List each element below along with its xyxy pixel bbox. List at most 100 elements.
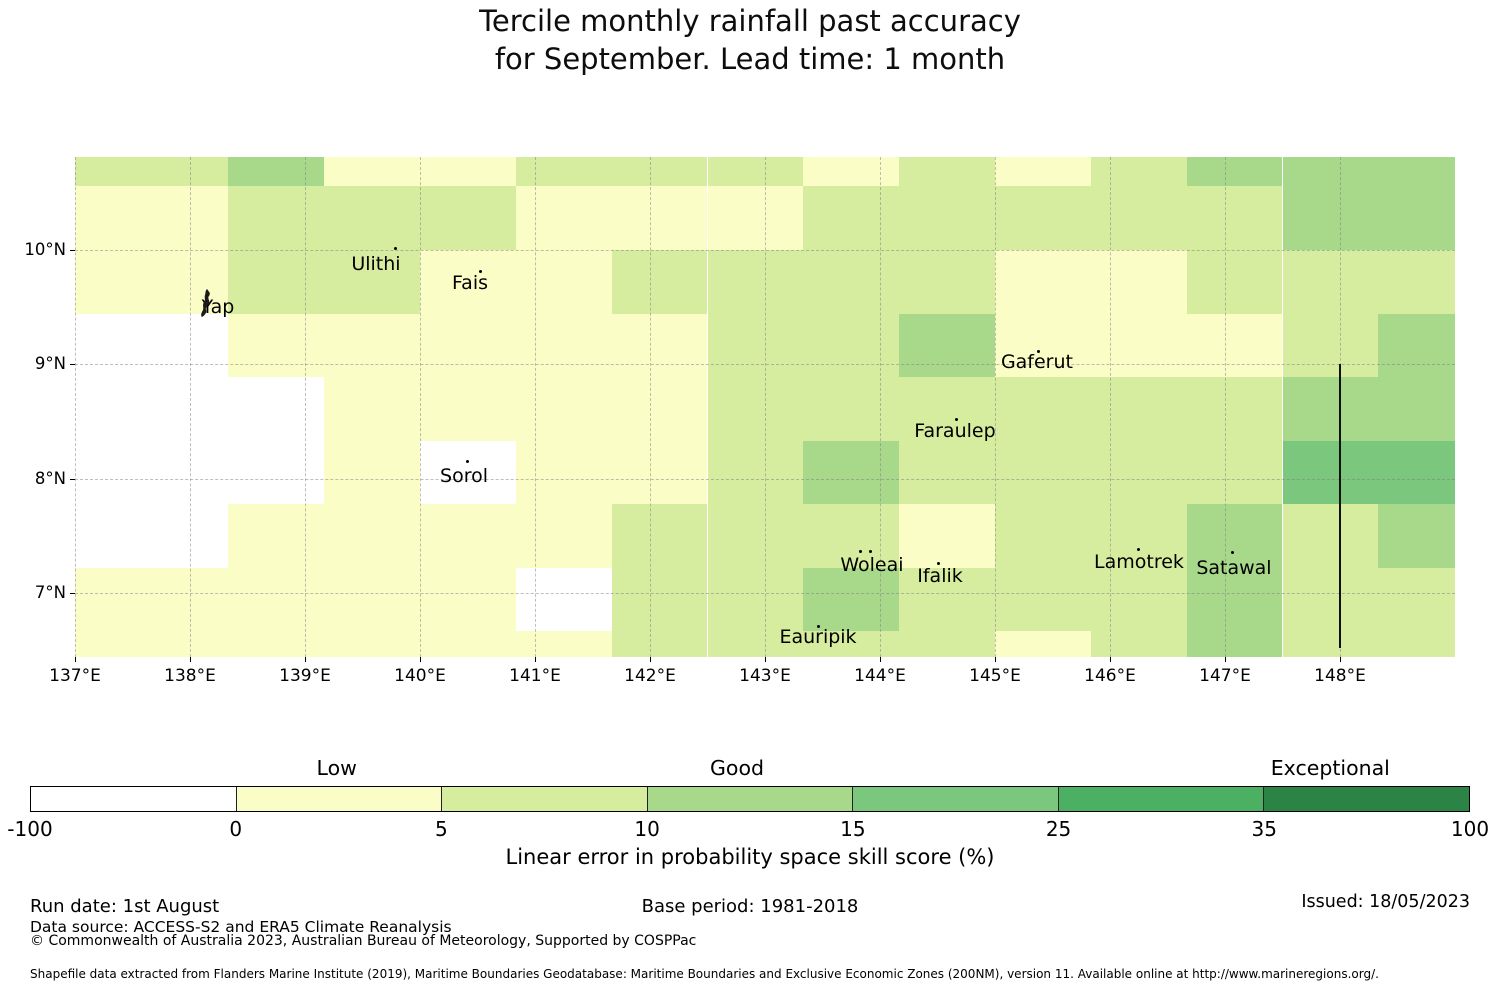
map-cell [420, 567, 516, 632]
map-cell [803, 567, 900, 632]
map-cell [75, 631, 133, 657]
map-cell [899, 440, 995, 505]
map-cell [132, 567, 229, 632]
x-axis-tick [650, 657, 651, 662]
map-cell [1378, 157, 1455, 187]
island-dot-eauripik [816, 624, 820, 628]
latitude-gridline [75, 249, 1455, 251]
x-axis-tick [535, 657, 536, 662]
x-axis-tick-label: 138°E [164, 666, 216, 686]
map-cell [1378, 377, 1455, 441]
island-dot-ifalik [937, 561, 941, 565]
x-axis-tick [1110, 657, 1111, 662]
colorbar: -100 0 5 10 15 25 35 100 Low Good Exceptional [7, 756, 1489, 841]
map-cell [324, 440, 420, 505]
copyright-text: © Commonwealth of Australia 2023, Austra… [30, 933, 697, 949]
map-cell [1282, 631, 1379, 657]
map-cell [995, 313, 1091, 377]
map-cell [899, 567, 995, 632]
map-cell [228, 186, 325, 250]
longitude-gridline [765, 157, 766, 657]
map-cell [324, 504, 420, 568]
x-axis-tick-label: 141°E [509, 666, 561, 686]
map-cell [420, 249, 516, 314]
map-cell [899, 157, 995, 187]
map-cell [324, 567, 420, 632]
map-cell [228, 567, 325, 632]
colorbar-segment [235, 787, 442, 811]
map-cell [1282, 440, 1379, 505]
y-axis-tick [70, 478, 75, 480]
x-axis-tick-label: 147°E [1199, 666, 1251, 686]
island-label-faraulep: Faraulep [914, 419, 996, 442]
map-cell [228, 504, 325, 568]
map-cell [324, 313, 420, 377]
map-cell [1378, 567, 1455, 632]
map-cell [1186, 249, 1283, 314]
colorbar-segment [441, 787, 647, 811]
map-cell [1186, 440, 1283, 505]
map-cell [132, 631, 229, 657]
x-axis-tick [420, 657, 421, 662]
page-subtitle: for September. Lead time: 1 month [494, 42, 1006, 76]
island-dot-ulithi [393, 246, 397, 250]
map-cell [420, 377, 516, 441]
map-cell [995, 631, 1091, 657]
map-cell [515, 504, 612, 568]
map-cell [75, 186, 133, 250]
x-axis-tick [1340, 657, 1341, 662]
x-axis-tick-label: 137°E [49, 666, 101, 686]
island-dot-sorol [465, 460, 469, 464]
map-cell [132, 440, 229, 505]
island-dot-gaferut [1036, 350, 1040, 354]
map-cell [1186, 567, 1283, 632]
map-cell [899, 249, 995, 314]
map-cell [1378, 440, 1455, 505]
island-dot-satawal [1230, 551, 1234, 555]
latitude-gridline [75, 364, 1455, 366]
colorbar-axis-label: Linear error in probability space skill … [505, 845, 995, 869]
map-cell [1090, 377, 1187, 441]
colorbar-tick-label: 10 [634, 817, 660, 841]
map-cell [1282, 313, 1379, 377]
map-cell [515, 157, 612, 187]
longitude-gridline [75, 157, 76, 657]
island-shape-yap [197, 288, 215, 318]
island-dot-fais [478, 269, 482, 273]
colorbar-category-label: Exceptional [1270, 756, 1390, 780]
map-cell [75, 377, 133, 441]
x-axis-tick-label: 139°E [279, 666, 331, 686]
map-cell [707, 157, 804, 187]
map-cell [803, 249, 900, 314]
data-source-text: Data source: ACCESS-S2 and ERA5 Climate … [30, 918, 452, 936]
map-cell [707, 567, 804, 632]
map-cell [995, 567, 1091, 632]
colorbar-segment [1057, 787, 1264, 811]
map-cell [803, 313, 900, 377]
map-cell [1282, 249, 1379, 314]
map-cell [515, 567, 612, 632]
map-cell [515, 440, 612, 505]
map-cell [324, 377, 420, 441]
colorbar-tick-label: 100 [1450, 817, 1490, 841]
map-cell [1090, 157, 1187, 187]
colorbar-segment [31, 787, 236, 811]
y-axis-tick-label: 7°N [34, 582, 66, 602]
map-cell [1090, 186, 1187, 250]
latitude-gridline [75, 592, 1455, 594]
map-cell [324, 186, 420, 250]
x-axis-tick-label: 146°E [1084, 666, 1136, 686]
x-axis-tick-label: 145°E [969, 666, 1021, 686]
colorbar-tick-label: 15 [840, 817, 866, 841]
map-cell [1090, 567, 1187, 632]
map-cell [132, 186, 229, 250]
x-axis-tick-label: 143°E [739, 666, 791, 686]
x-axis-tick [765, 657, 766, 662]
colorbar-tick-label: 0 [229, 817, 243, 841]
island-dot-woleai [859, 549, 863, 553]
longitude-gridline [995, 157, 996, 657]
island-label-satawal: Satawal [1196, 556, 1272, 579]
longitude-gridline [535, 157, 536, 657]
map-cell [75, 313, 133, 377]
colorbar-segment [852, 787, 1058, 811]
